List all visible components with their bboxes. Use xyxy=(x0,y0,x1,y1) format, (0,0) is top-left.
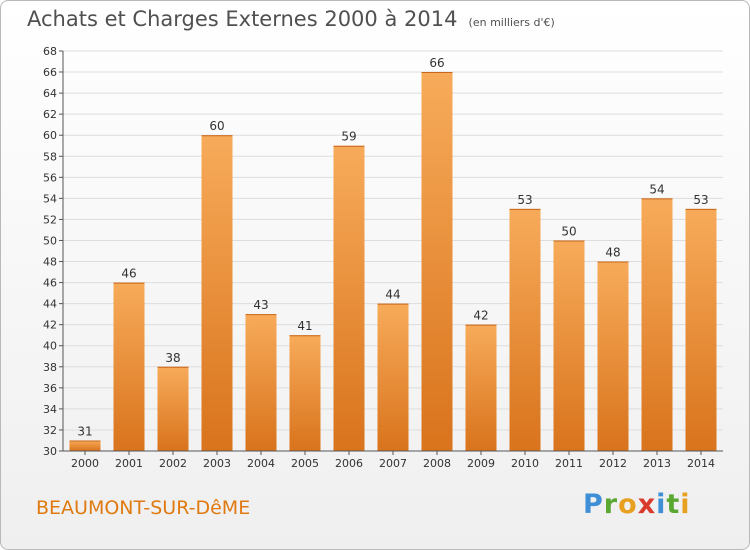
bar xyxy=(113,282,145,451)
chart-title-block: Achats et Charges Externes 2000 à 2014 (… xyxy=(27,7,555,31)
y-tick-label: 36 xyxy=(43,382,57,395)
y-tick-label: 60 xyxy=(43,129,57,142)
logo-letter: x xyxy=(637,489,657,520)
bar-value-label: 46 xyxy=(121,267,136,281)
x-tick-label: 2014 xyxy=(687,457,715,470)
chart-title: Achats et Charges Externes 2000 à 2014 xyxy=(27,7,458,31)
bar xyxy=(641,198,673,451)
y-tick-label: 54 xyxy=(43,192,57,205)
bar-value-label: 53 xyxy=(517,193,532,207)
bar xyxy=(69,440,101,451)
bar xyxy=(245,314,277,451)
y-tick-label: 46 xyxy=(43,277,57,290)
bar-value-label: 60 xyxy=(209,119,224,133)
bar xyxy=(685,208,717,451)
x-tick-label: 2004 xyxy=(247,457,275,470)
y-tick-label: 56 xyxy=(43,171,57,184)
x-tick-label: 2009 xyxy=(467,457,495,470)
x-tick-label: 2008 xyxy=(423,457,451,470)
bars xyxy=(69,72,717,452)
x-tick-label: 2002 xyxy=(159,457,187,470)
y-tick-label: 40 xyxy=(43,340,57,353)
x-tick-label: 2000 xyxy=(71,457,99,470)
y-tick-label: 44 xyxy=(43,298,57,311)
bar-value-label: 42 xyxy=(473,309,488,323)
bar xyxy=(377,303,409,451)
logo-letter: i xyxy=(656,489,667,520)
bar xyxy=(509,208,541,451)
x-tick-label: 2011 xyxy=(555,457,583,470)
labels: 30 32 34 36 38 40 42 44 46 48 50 52 54 56 58 60 62 64 66 68… xyxy=(43,45,715,470)
logo-letter: t xyxy=(666,489,681,520)
bar xyxy=(201,135,233,452)
y-tick-label: 48 xyxy=(43,256,57,269)
y-tick-label: 50 xyxy=(43,234,57,247)
y-tick-label: 32 xyxy=(43,424,57,437)
commune-name: BEAUMONT-SUR-DêME xyxy=(36,497,251,519)
bar-value-label: 54 xyxy=(649,182,664,196)
y-tick-label: 52 xyxy=(43,213,57,226)
bar xyxy=(157,366,189,451)
bar-value-label: 41 xyxy=(297,319,312,333)
y-tick-label: 30 xyxy=(43,445,57,458)
logo-letter: i xyxy=(680,489,691,520)
bar-value-label: 43 xyxy=(253,298,268,312)
bar xyxy=(465,324,497,451)
y-tick-label: 42 xyxy=(43,319,57,332)
logo-letter: P xyxy=(583,489,604,520)
x-tick-label: 2001 xyxy=(115,457,143,470)
y-tick-label: 34 xyxy=(43,403,57,416)
y-tick-label: 38 xyxy=(43,361,57,374)
bar-value-label: 66 xyxy=(429,56,444,70)
bar-value-label: 48 xyxy=(605,246,620,260)
bar-value-label: 31 xyxy=(77,424,92,438)
y-tick-label: 68 xyxy=(43,45,57,58)
y-tick-label: 58 xyxy=(43,150,57,163)
bar-value-label: 44 xyxy=(385,288,400,302)
y-tick-label: 64 xyxy=(43,87,57,100)
y-tick-label: 66 xyxy=(43,66,57,79)
x-tick-label: 2007 xyxy=(379,457,407,470)
bar xyxy=(333,145,365,451)
x-tick-label: 2012 xyxy=(599,457,627,470)
bar xyxy=(597,261,629,451)
bar xyxy=(289,335,321,451)
bar-value-label: 53 xyxy=(693,193,708,207)
axes xyxy=(59,50,723,455)
y-tick-label: 62 xyxy=(43,108,57,121)
logo-letter: o xyxy=(618,489,638,520)
bar-value-label: 59 xyxy=(341,130,356,144)
bar-value-label: 38 xyxy=(165,351,180,365)
bar xyxy=(553,240,585,451)
logo-letter: r xyxy=(603,489,619,520)
bar xyxy=(421,72,453,451)
x-tick-label: 2003 xyxy=(203,457,231,470)
x-tick-label: 2005 xyxy=(291,457,319,470)
x-tick-label: 2013 xyxy=(643,457,671,470)
bar-value-label: 50 xyxy=(561,224,576,238)
x-tick-label: 2006 xyxy=(335,457,363,470)
chart-unit: (en milliers d'€) xyxy=(468,16,555,29)
proxiti-logo: Proxiti xyxy=(583,489,691,520)
x-tick-label: 2010 xyxy=(511,457,539,470)
